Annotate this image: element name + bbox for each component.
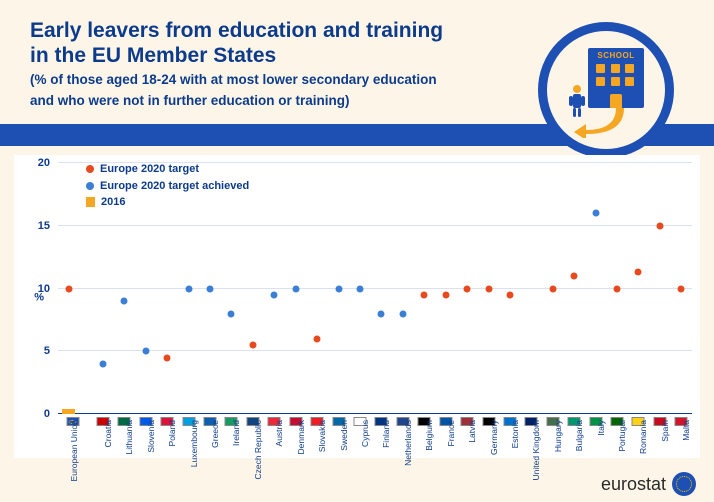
chart-legend: Europe 2020 target Europe 2020 target ac… (86, 161, 249, 211)
x-tick-label: Spain (660, 420, 670, 442)
legend-achieved-dot (86, 182, 94, 190)
footer: eurostat (601, 472, 696, 496)
x-tick-label: France (446, 420, 456, 446)
x-tick-label: Slovenia (146, 420, 156, 453)
legend-achieved-label: Europe 2020 target achieved (100, 178, 249, 195)
legend-target-label: Europe 2020 target (100, 161, 199, 178)
target-dot (249, 341, 256, 348)
eu-flag-icon (672, 472, 696, 496)
x-tick-label: European Union (69, 420, 79, 481)
x-tick-label: Croatia (103, 420, 113, 447)
x-tick-label: Latvia (467, 420, 477, 443)
x-tick-label: Netherlands (403, 420, 413, 466)
bar-column: European Union (58, 405, 79, 414)
footer-brand: eurostat (601, 474, 666, 495)
x-tick-label: Poland (167, 420, 177, 446)
x-tick-label: Romania (638, 420, 648, 454)
achieved-dot (292, 285, 299, 292)
achieved-dot (142, 348, 149, 355)
target-dot (485, 285, 492, 292)
x-tick-label: Czech Republic (253, 420, 263, 480)
target-dot (678, 285, 685, 292)
page-title-line1: Early leavers from education and trainin… (30, 18, 714, 43)
achieved-dot (228, 310, 235, 317)
x-tick-label: Greece (210, 420, 220, 448)
target-dot (549, 285, 556, 292)
achieved-dot (185, 285, 192, 292)
x-tick-label: Luxembourg (189, 420, 199, 467)
achieved-dot (592, 210, 599, 217)
target-dot (506, 291, 513, 298)
x-tick-label: United Kingdom (531, 420, 541, 480)
achieved-dot (335, 285, 342, 292)
chart-container: Europe 2020 target Europe 2020 target ac… (14, 155, 700, 458)
target-dot (635, 269, 642, 276)
x-tick-label: Sweden (339, 420, 349, 451)
achieved-dot (399, 310, 406, 317)
y-tick-label: 15 (20, 220, 50, 232)
achieved-dot (207, 285, 214, 292)
bar (62, 409, 75, 414)
target-dot (656, 222, 663, 229)
target-dot (464, 285, 471, 292)
x-tick-label: Estonia (510, 420, 520, 448)
x-tick-label: Cyprus (360, 420, 370, 447)
gridline (58, 288, 692, 289)
x-tick-label: Germany (489, 420, 499, 455)
y-tick-label: 0 (20, 408, 50, 420)
achieved-dot (378, 310, 385, 317)
x-tick-label: Ireland (231, 420, 241, 446)
target-dot (314, 335, 321, 342)
x-tick-label: Italy (596, 420, 606, 436)
target-dot (614, 285, 621, 292)
x-tick-label: Slovakia (317, 420, 327, 452)
target-dot (65, 285, 72, 292)
x-tick-label: Hungary (553, 420, 563, 452)
target-dot (164, 354, 171, 361)
legend-bar-swatch (86, 197, 95, 207)
page-title-line2: in the EU Member States (30, 43, 714, 68)
legend-target-dot (86, 165, 94, 173)
target-dot (442, 291, 449, 298)
achieved-dot (99, 360, 106, 367)
achieved-dot (121, 298, 128, 305)
x-tick-label: Bulgaria (574, 420, 584, 451)
x-tick-label: Austria (274, 420, 284, 446)
y-axis-label: % (14, 291, 44, 303)
x-tick-label: Malta (681, 420, 691, 441)
y-tick-label: 20 (20, 157, 50, 169)
x-tick-label: Lithuania (124, 420, 134, 455)
achieved-dot (357, 285, 364, 292)
target-dot (421, 291, 428, 298)
legend-year-label: 2016 (101, 194, 125, 211)
gridline (58, 350, 692, 351)
x-tick-label: Belgium (424, 420, 434, 451)
gridline (58, 225, 692, 226)
x-tick-label: Portugal (617, 420, 627, 452)
achieved-dot (271, 291, 278, 298)
x-tick-label: Denmark (296, 420, 306, 454)
page-subtitle-line1: (% of those aged 18-24 with at most lowe… (30, 71, 714, 89)
x-tick-label: Finland (381, 420, 391, 448)
target-dot (571, 272, 578, 279)
y-tick-label: 5 (20, 345, 50, 357)
page-subtitle-line2: and who were not in further education or… (30, 92, 714, 110)
